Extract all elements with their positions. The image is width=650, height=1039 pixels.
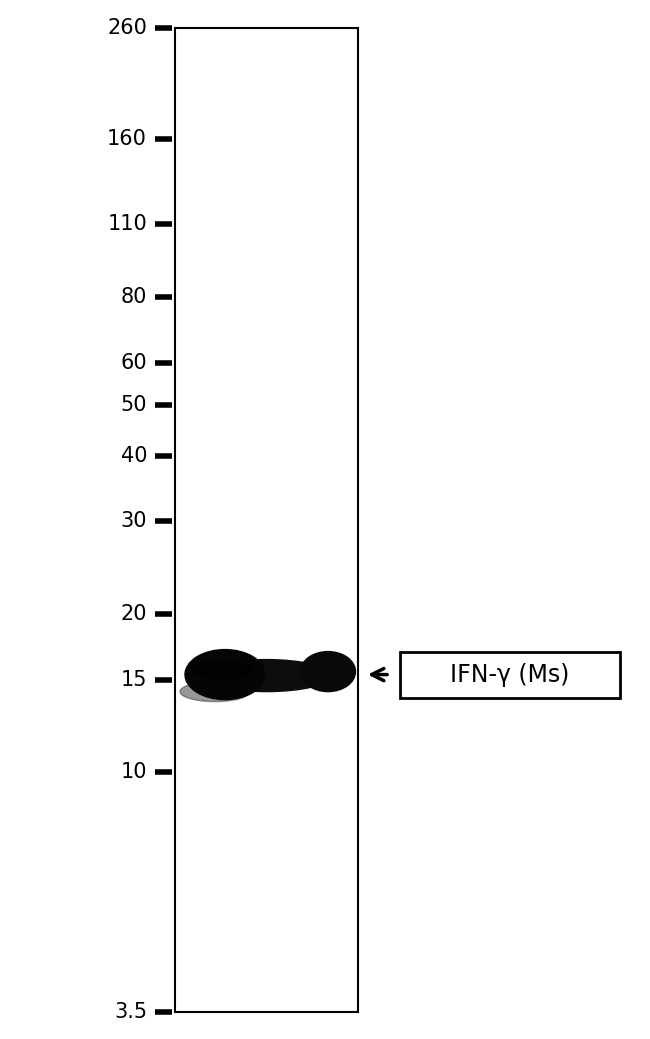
Text: 15: 15 xyxy=(120,669,147,690)
Bar xyxy=(400,651,620,697)
Text: 50: 50 xyxy=(120,395,147,415)
Text: 30: 30 xyxy=(120,511,147,531)
Ellipse shape xyxy=(180,682,250,701)
Text: IFN-γ (Ms): IFN-γ (Ms) xyxy=(450,663,569,687)
Ellipse shape xyxy=(185,649,265,699)
Text: 110: 110 xyxy=(107,214,147,235)
Ellipse shape xyxy=(193,661,253,678)
Text: 160: 160 xyxy=(107,129,147,149)
Text: 40: 40 xyxy=(120,446,147,465)
Bar xyxy=(175,28,358,1012)
Ellipse shape xyxy=(202,660,332,692)
Text: 260: 260 xyxy=(107,18,147,38)
Text: 80: 80 xyxy=(121,287,147,308)
Text: 3.5: 3.5 xyxy=(114,1002,147,1022)
Text: 10: 10 xyxy=(120,763,147,782)
Text: 60: 60 xyxy=(120,353,147,373)
Text: 20: 20 xyxy=(120,604,147,623)
Ellipse shape xyxy=(300,651,356,692)
